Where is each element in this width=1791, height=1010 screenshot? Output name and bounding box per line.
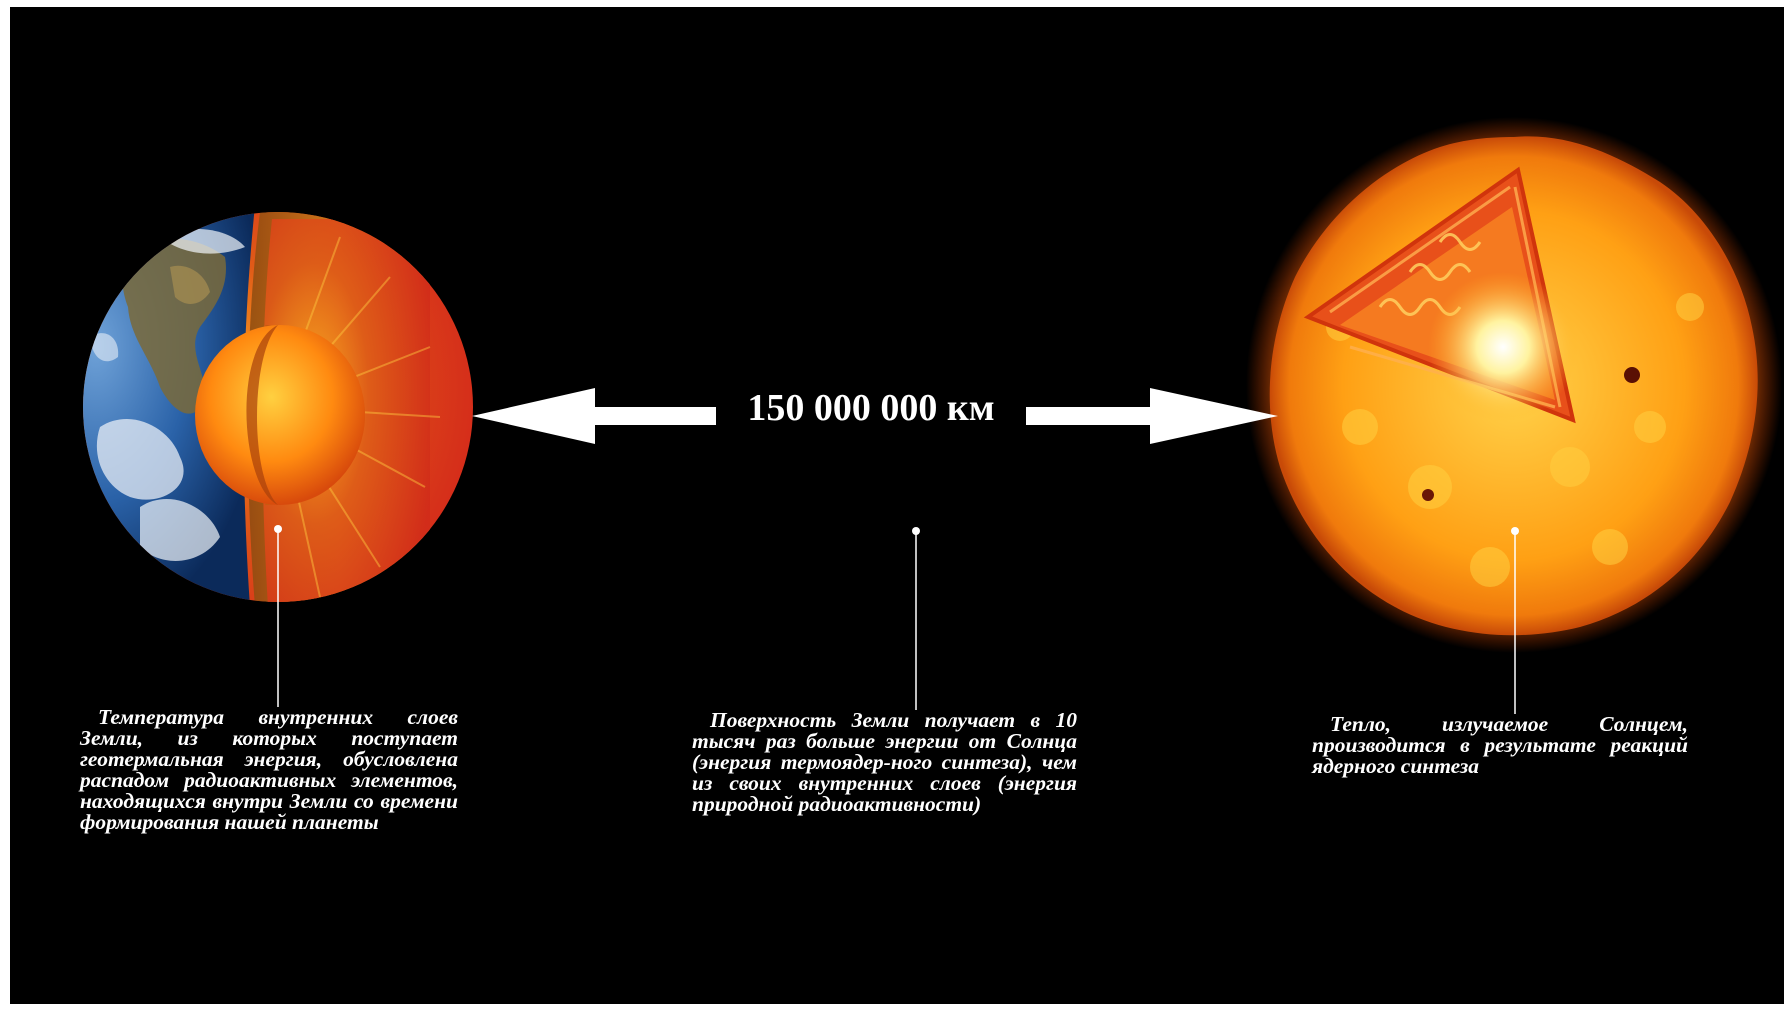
center-leader-line [912, 527, 920, 710]
center-caption-text: Поверхность Земли получает в 10 тысяч ра… [692, 708, 1077, 816]
center-caption: Поверхность Земли получает в 10 тысяч ра… [692, 708, 1077, 816]
sun-caption: Тепло, излучаемое Солнцем, производится … [1312, 712, 1688, 778]
diagram-graphics [83, 117, 1782, 714]
earth-leader-line [274, 525, 282, 707]
sun-caption-text: Тепло, излучаемое Солнцем, производится … [1312, 712, 1688, 778]
earth-caption-text: Температура внутренних слоев Земли, из к… [80, 705, 458, 834]
diagram-canvas: 150 000 000 км Температура внутренних сл… [10, 7, 1784, 1004]
earth-caption: Температура внутренних слоев Земли, из к… [80, 705, 458, 834]
distance-label: 150 000 000 км [747, 387, 995, 429]
sun-leader-line [1511, 527, 1519, 714]
sun-cutaway-icon [1246, 117, 1782, 653]
distance-arrow-icon [472, 388, 1278, 444]
earth-cutaway-icon [83, 212, 473, 602]
